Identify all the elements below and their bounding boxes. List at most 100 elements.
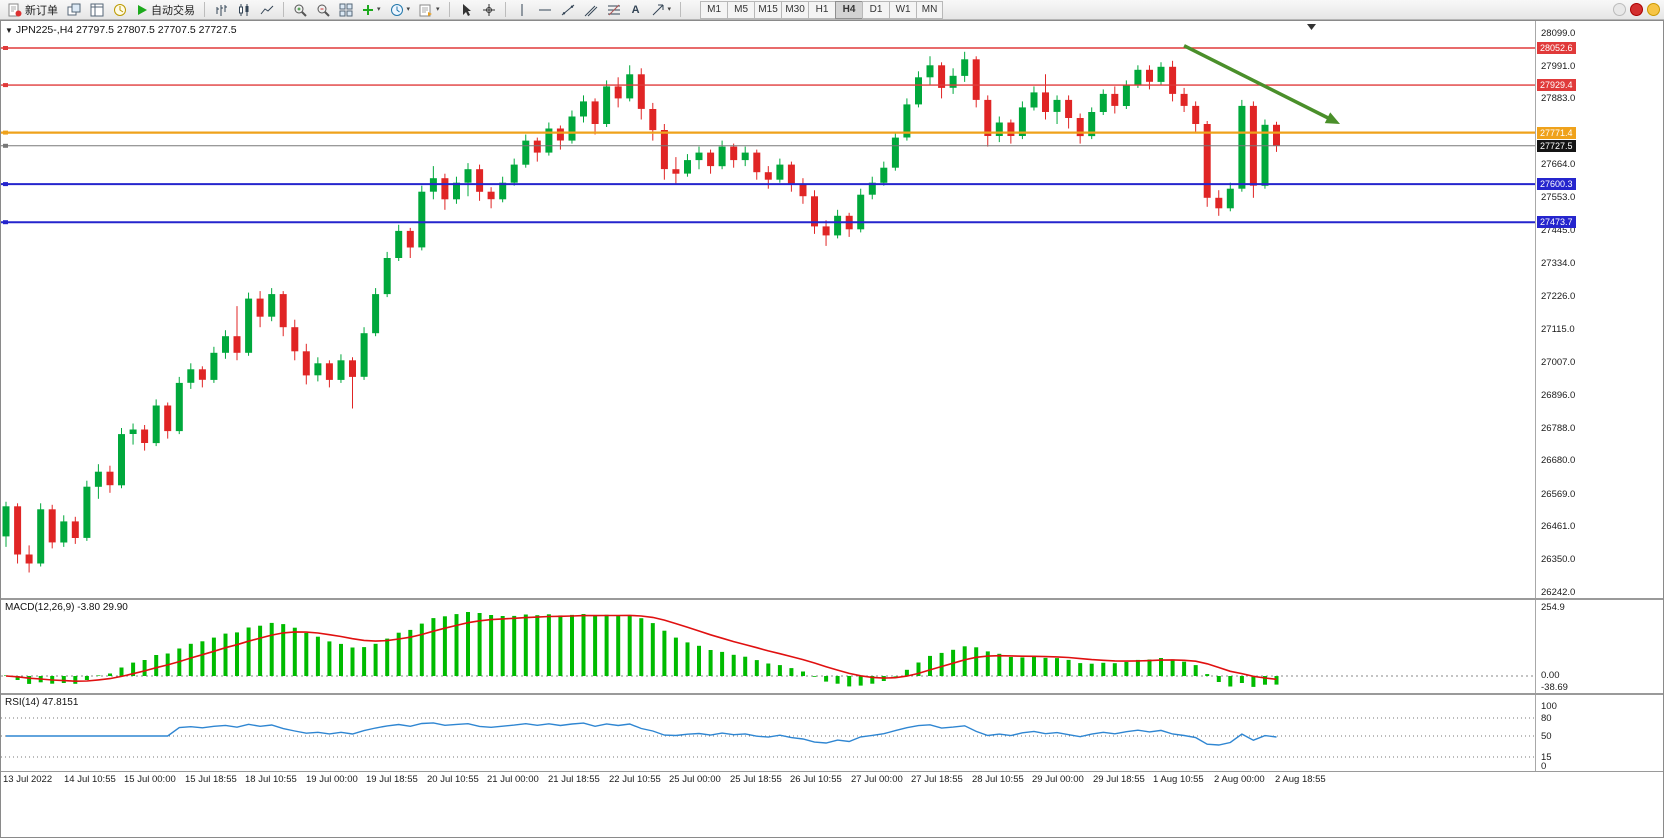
- tile-windows-icon: [339, 3, 353, 16]
- timeframe-H4[interactable]: H4: [835, 0, 863, 19]
- timeframe-W1[interactable]: W1: [889, 0, 917, 19]
- price-axis-label: 26242.0: [1541, 587, 1576, 598]
- line-chart-button[interactable]: [256, 1, 278, 19]
- horizontal-level-line[interactable]: [1, 182, 1535, 187]
- indicators-button[interactable]: ▾: [358, 1, 385, 19]
- price-axis-label: 27883.0: [1541, 93, 1576, 104]
- autotrading-button[interactable]: 自动交易: [132, 1, 199, 19]
- new-order-button[interactable]: 新订单: [4, 1, 62, 19]
- clock-icon: [390, 3, 403, 16]
- macd-axis-label: 0.00: [1541, 670, 1560, 681]
- time-axis-label: 18 Jul 10:55: [245, 774, 297, 785]
- price-axis-label: 26569.0: [1541, 489, 1576, 500]
- text-tool-glyph: A: [631, 3, 640, 16]
- vertical-line-button[interactable]: [511, 1, 533, 19]
- price-axis-label: 27664.0: [1541, 159, 1576, 170]
- rsi-axis-label: 100: [1541, 701, 1557, 712]
- timeframe-M1[interactable]: M1: [700, 0, 728, 19]
- toolbar-separator: [680, 2, 682, 17]
- zoom-in-icon: [294, 4, 307, 17]
- horizontal-level-line[interactable]: [1, 83, 1535, 88]
- trendline-button[interactable]: [557, 1, 579, 19]
- text-button[interactable]: A: [626, 1, 646, 19]
- rsi-axis-label: 80: [1541, 713, 1552, 724]
- time-axis-label: 26 Jul 10:55: [790, 774, 842, 785]
- timeframe-M15[interactable]: M15: [754, 0, 782, 19]
- charts-icon: [67, 3, 81, 15]
- bar-chart-button[interactable]: [210, 1, 232, 19]
- horizontal-line-button[interactable]: [534, 1, 556, 19]
- zoom-in-button[interactable]: [289, 1, 311, 19]
- rsi-axis[interactable]: 100 80 50 15 0: [1535, 695, 1663, 772]
- charts-button[interactable]: [63, 1, 85, 19]
- horizontal-level-line[interactable]: [1, 46, 1535, 50]
- price-badge: 27929.4: [1537, 79, 1576, 91]
- fibonacci-button[interactable]: [603, 1, 625, 19]
- timeframe-MN[interactable]: MN: [916, 0, 944, 19]
- templates-button[interactable]: ▾: [415, 1, 444, 19]
- time-axis-label: 15 Jul 18:55: [185, 774, 237, 785]
- macd-plot[interactable]: [1, 600, 1535, 698]
- arrow-tool-icon: [652, 4, 664, 15]
- channel-button[interactable]: [580, 1, 602, 19]
- rsi-plot[interactable]: [1, 695, 1535, 776]
- crosshair-button[interactable]: [478, 1, 500, 19]
- macd-axis[interactable]: 254.9 0.00 -38.69: [1535, 600, 1663, 693]
- toolbar-separator: [204, 2, 205, 17]
- horizontal-level-line[interactable]: [1, 220, 1535, 225]
- timeframe-M30[interactable]: M30: [781, 0, 809, 19]
- time-axis-label: 19 Jul 18:55: [366, 774, 418, 785]
- time-axis-label: 14 Jul 10:55: [64, 774, 116, 785]
- status-icon[interactable]: [1647, 3, 1660, 16]
- toolbar: 新订单 自动交易: [0, 0, 1664, 20]
- macd-panel: MACD(12,26,9) -3.80 29.90 254.9 0.00 -38.6…: [1, 598, 1663, 693]
- notification-icon[interactable]: [1613, 3, 1626, 16]
- arrows-button[interactable]: ▾: [647, 1, 676, 19]
- tile-windows-button[interactable]: [335, 1, 357, 19]
- horizontal-level-line[interactable]: [1, 143, 1535, 148]
- price-axis-label: 26788.0: [1541, 423, 1576, 434]
- macd-signal-line: [5, 614, 1277, 683]
- horizontal-level-line[interactable]: [1, 130, 1535, 135]
- navigator-button[interactable]: [109, 1, 131, 19]
- price-axis[interactable]: 28099.0 27991.0 27883.0 27664.0 27553.0 27445…: [1535, 21, 1663, 598]
- price-axis-label: 27334.0: [1541, 258, 1576, 269]
- vertical-line-icon: [521, 3, 523, 16]
- zoom-out-button[interactable]: [312, 1, 334, 19]
- trend-arrow[interactable]: [1183, 44, 1341, 125]
- price-axis-label: 26461.0: [1541, 521, 1576, 532]
- cursor-button[interactable]: [455, 1, 477, 19]
- timeframe-D1[interactable]: D1: [862, 0, 890, 19]
- time-axis-label: 25 Jul 00:00: [669, 774, 721, 785]
- main-chart-panel: ▼ JPN225-,H4 27797.5 27807.5 27707.5 2772…: [1, 21, 1663, 598]
- periods-button[interactable]: ▾: [386, 1, 415, 19]
- time-axis-label: 25 Jul 18:55: [730, 774, 782, 785]
- alert-icon[interactable]: [1630, 3, 1643, 16]
- timeframe-M5[interactable]: M5: [727, 0, 755, 19]
- cursor-icon: [462, 3, 471, 16]
- time-axis-label: 29 Jul 18:55: [1093, 774, 1145, 785]
- line-chart-icon: [260, 5, 274, 14]
- price-axis-label: 26896.0: [1541, 390, 1576, 401]
- timeframe-H1[interactable]: H1: [808, 0, 836, 19]
- price-axis-label: 27007.0: [1541, 357, 1576, 368]
- price-plot[interactable]: [1, 21, 1535, 603]
- time-axis[interactable]: 13 Jul 2022 14 Jul 10:55 15 Jul 00:00 15 Ju…: [1, 771, 1663, 788]
- chevron-down-icon: ▾: [436, 6, 440, 13]
- rsi-line: [6, 722, 1277, 746]
- collapse-chart-icon[interactable]: ▼: [5, 26, 13, 35]
- price-axis-label: 27226.0: [1541, 291, 1576, 302]
- candlestick-button[interactable]: [233, 1, 255, 19]
- bottom-space: [1, 788, 1663, 837]
- crosshair-icon: [482, 3, 495, 16]
- autotrading-label: 自动交易: [151, 4, 195, 17]
- market-watch-icon: [90, 3, 104, 16]
- toolbar-right: [1613, 3, 1660, 16]
- chart-shift-marker[interactable]: [1307, 24, 1316, 30]
- market-watch-button[interactable]: [86, 1, 108, 19]
- toolbar-separator: [504, 2, 506, 17]
- candles-layer: [2, 51, 1280, 573]
- price-axis-label: 26350.0: [1541, 554, 1576, 565]
- price-badge: 27771.4: [1537, 127, 1576, 139]
